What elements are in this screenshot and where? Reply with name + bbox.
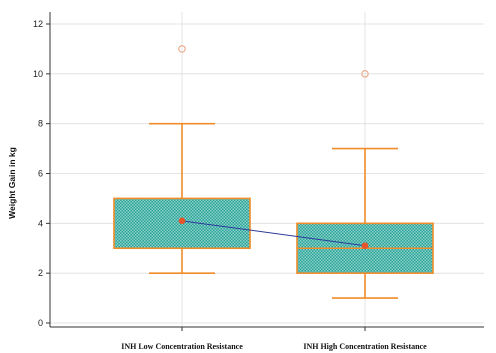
- y-tick-label: 0: [38, 318, 43, 328]
- y-tick-label: 2: [38, 268, 43, 278]
- axes: Weight Gain in kg 0 2 4 6 8 10 12 INH Low Conce…: [7, 12, 484, 351]
- box-group: [113, 45, 251, 274]
- y-tick-label: 4: [38, 218, 43, 228]
- y-tick-label: 10: [33, 69, 43, 79]
- mean-point: [361, 242, 369, 250]
- y-tick-label: 8: [38, 119, 43, 129]
- outlier-point: [361, 70, 369, 78]
- grid-lines: [50, 12, 484, 327]
- mean-point: [178, 217, 186, 225]
- y-tick-label: 12: [33, 19, 43, 29]
- y-tick-label: 6: [38, 169, 43, 179]
- x-tick-label: INH Low Concentration Resistance: [121, 342, 243, 351]
- y-axis-title: Weight Gain in kg: [7, 147, 17, 219]
- plot-area: [113, 45, 434, 299]
- x-tick-label: INH High Concentration Resistance: [303, 342, 427, 351]
- outlier-point: [178, 45, 186, 53]
- mean-connector-line: [181, 220, 366, 247]
